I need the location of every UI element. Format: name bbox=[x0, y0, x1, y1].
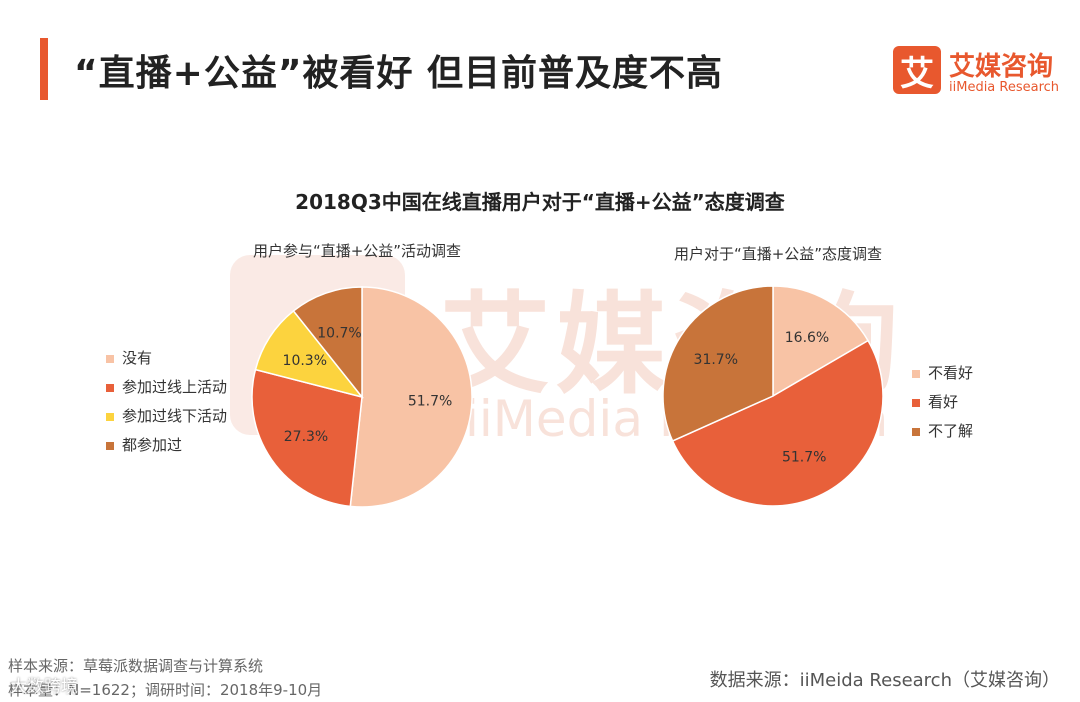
pie0-legend-swatch-1 bbox=[106, 384, 114, 392]
pie-chart-participation: 51.7% 27.3% 10.3% 10.7% 用户参与“直播+公益”活动调查没有参加过… bbox=[106, 242, 473, 508]
pie0-slice-0 bbox=[349, 286, 473, 508]
pie1-legend-swatch-1 bbox=[912, 399, 920, 407]
pie0-slice-1 bbox=[251, 368, 363, 508]
footer-data-source: 数据来源：iiMeida Research（艾媒咨询） bbox=[709, 670, 1060, 691]
pie1-legend-swatch-2 bbox=[912, 428, 920, 436]
pie0-title: 用户参与“直播+公益”活动调查 bbox=[253, 242, 461, 260]
pie0-slice-2 bbox=[254, 309, 364, 399]
page-title: “直播+公益”被看好 但目前普及度不高 bbox=[74, 53, 724, 94]
footer-notes: 样本来源：草莓派数据调查与计算系统 样本量：N=1622；调研时间：2018年9… bbox=[8, 654, 322, 702]
pie1-data-label-0: 16.6% bbox=[785, 330, 829, 346]
footer-sample-size: 样本量：N=1622；调研时间：2018年9-10月 bbox=[8, 681, 323, 699]
corner-watermark: 大数跨境 bbox=[10, 677, 78, 697]
logo-name-cn: 艾媒咨询 bbox=[949, 52, 1054, 82]
pie1-legend-label-0: 不看好 bbox=[928, 364, 973, 382]
pie1-legend-label-2: 不了解 bbox=[928, 422, 973, 440]
pie0-data-label-2: 10.3% bbox=[283, 353, 327, 369]
footer-sample-source: 样本来源：草莓派数据调查与计算系统 bbox=[8, 657, 264, 675]
pie0-legend-label-1: 参加过线上活动 bbox=[122, 378, 227, 396]
title-accent-bar bbox=[40, 38, 48, 100]
pie1-title: 用户对于“直播+公益”态度调查 bbox=[674, 245, 882, 263]
pie1-slice-1 bbox=[671, 339, 884, 507]
chart-main-title: 2018Q3中国在线直播用户对于“直播+公益”态度调查 bbox=[295, 190, 785, 214]
pie0-legend-swatch-0 bbox=[106, 355, 114, 363]
pie1-data-label-1: 51.7% bbox=[782, 450, 826, 466]
pie0-legend-swatch-3 bbox=[106, 442, 114, 450]
pie0-legend-label-2: 参加过线下活动 bbox=[122, 407, 227, 425]
logo-icon: 艾 bbox=[893, 46, 941, 94]
pie0-legend-label-3: 都参加过 bbox=[122, 436, 182, 454]
brand-logo: 艾 艾媒咨询 iiMedia Research bbox=[893, 46, 1063, 100]
pie1-legend-label-1: 看好 bbox=[928, 393, 958, 411]
pie1-legend-swatch-0 bbox=[912, 370, 920, 378]
pie0-data-label-1: 27.3% bbox=[284, 429, 328, 445]
pie1-data-label-2: 31.7% bbox=[694, 352, 738, 368]
pie0-slice-3 bbox=[292, 286, 363, 400]
logo-name-en: iiMedia Research bbox=[949, 80, 1060, 95]
pie0-data-label-0: 51.7% bbox=[408, 394, 452, 410]
pie1-slice-2 bbox=[662, 285, 774, 442]
pie0-legend-label-0: 没有 bbox=[122, 349, 152, 367]
pie0-legend-swatch-2 bbox=[106, 413, 114, 421]
pie0-data-label-3: 10.7% bbox=[317, 326, 361, 342]
pie1-slice-0 bbox=[772, 285, 870, 398]
